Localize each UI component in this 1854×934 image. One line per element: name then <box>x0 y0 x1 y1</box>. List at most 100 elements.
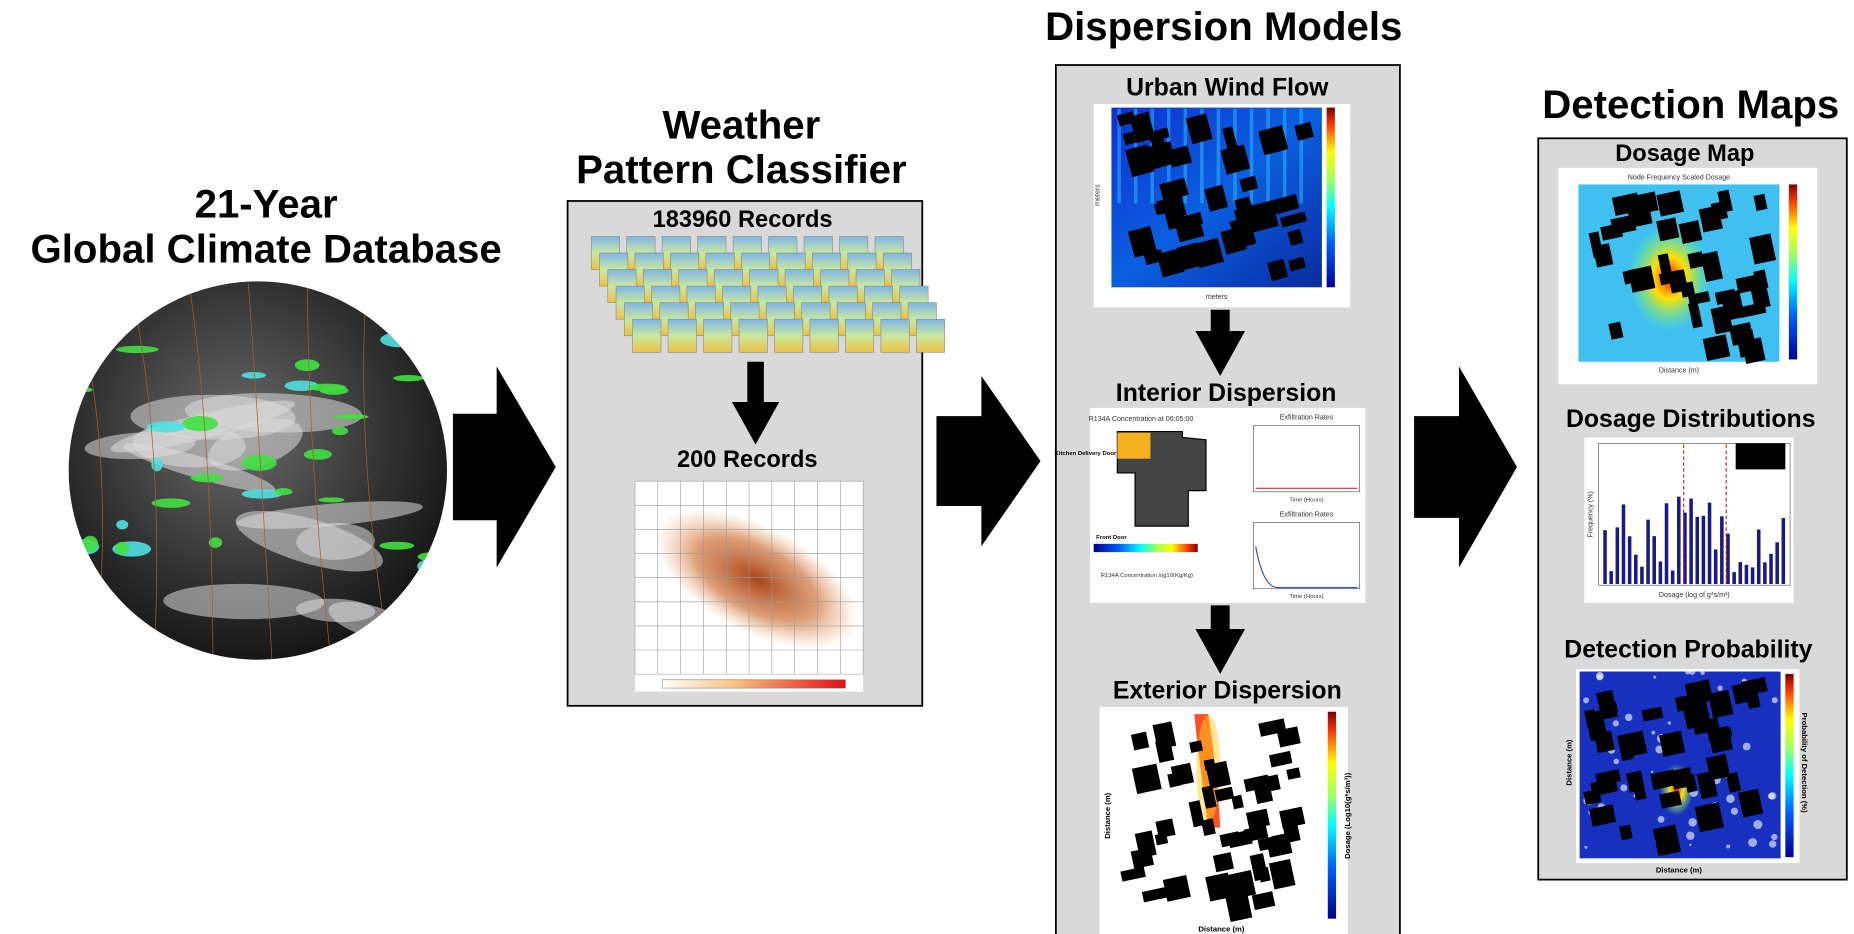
precip <box>318 497 344 502</box>
streak <box>1266 109 1270 204</box>
axis-label: Distance (m) <box>1659 366 1699 374</box>
stage-title: 21-Year <box>195 182 338 227</box>
hist-bar <box>1640 567 1644 584</box>
hist-bar <box>1757 530 1761 585</box>
axis-label: meters <box>1094 184 1102 206</box>
hist-bar <box>1652 536 1656 584</box>
building <box>1703 334 1731 361</box>
legend <box>1736 443 1786 469</box>
panel-title: Dosage Map <box>1615 141 1754 167</box>
speckle <box>1772 697 1778 703</box>
building <box>1628 266 1656 293</box>
hist-bar <box>1745 565 1749 584</box>
streak <box>1283 109 1287 204</box>
plot-title: Exfiltration Rates <box>1280 414 1334 422</box>
colorbar <box>662 680 845 688</box>
diagram: 21-Year Global Climate Database Weather … <box>0 0 1854 934</box>
plot-title: R134A Concentration at 06:05:00 <box>1089 415 1194 423</box>
colorbar <box>1789 184 1797 359</box>
hist-bar <box>1739 562 1743 584</box>
speckle <box>1584 846 1587 849</box>
axis-label: R134A Concentration log10(Kg/Kg) <box>1101 573 1193 579</box>
detection-probability-plot: Distance (m)Distance (m)Probability of D… <box>1564 669 1809 875</box>
hist-bar <box>1782 518 1786 584</box>
speckle <box>1620 784 1627 791</box>
speckle <box>1700 670 1704 674</box>
plot-frame <box>1253 523 1359 589</box>
panel-title: Detection Probability <box>1564 636 1812 663</box>
speckle <box>1689 844 1691 846</box>
hist-bar <box>1671 571 1675 585</box>
hist-bar <box>1677 497 1681 584</box>
arrow <box>453 367 556 568</box>
hist-bar <box>1659 561 1663 584</box>
axis-label: Frequency (%) <box>1587 491 1595 537</box>
arrow <box>1414 367 1517 568</box>
speckle <box>1689 669 1695 675</box>
precip <box>115 542 129 555</box>
plot-title: Exfiltration Rates <box>1280 511 1334 519</box>
building <box>1228 870 1256 899</box>
plot-frame <box>1253 426 1359 492</box>
thumbnail <box>633 319 661 352</box>
panel-title: Interior Dispersion <box>1116 380 1337 407</box>
axis-label: Distance (m) <box>1656 866 1702 875</box>
speckle <box>1625 714 1632 721</box>
annotation: Front Door <box>1096 535 1127 541</box>
precip <box>182 416 218 431</box>
record-thumbnails <box>591 236 945 352</box>
hist-bar <box>1714 549 1718 584</box>
dosage-distribution-plot: Dosage (log of g*s/m³) Frequency (%) <box>1584 437 1793 603</box>
hist-bar <box>1646 520 1650 584</box>
hist-bar <box>1603 530 1607 584</box>
precip <box>380 332 419 347</box>
hist-bar <box>1763 562 1767 584</box>
hist-bar <box>1708 503 1712 584</box>
precip <box>334 414 368 419</box>
speckle <box>1583 697 1589 703</box>
speckle <box>1658 816 1665 823</box>
room <box>1117 433 1150 459</box>
precip <box>393 375 424 381</box>
speckle <box>1717 685 1722 690</box>
thumbnail <box>704 319 732 352</box>
precip <box>274 488 292 495</box>
precip <box>417 559 447 574</box>
colorbar <box>1094 544 1198 552</box>
speckle <box>1731 808 1738 815</box>
precip <box>304 449 332 460</box>
panel-title: Urban Wind Flow <box>1126 75 1329 102</box>
building <box>1679 220 1703 244</box>
page: {"climate_database": {"title": ["21-Year… <box>0 0 1854 934</box>
building <box>1132 764 1162 795</box>
precip <box>379 542 414 550</box>
precip <box>81 387 93 392</box>
thumbnail <box>739 319 767 352</box>
speckle <box>1613 720 1619 726</box>
axis-label: Dosage (Log10(g*s/m³)) <box>1343 772 1352 859</box>
hist-bar <box>1775 542 1779 584</box>
thumbnail <box>810 319 838 352</box>
speckle <box>1726 794 1734 802</box>
thumbnail <box>916 319 944 352</box>
precip <box>307 384 346 392</box>
precip <box>152 498 191 507</box>
thumbnail <box>881 319 909 352</box>
axis-label: meters <box>1206 293 1228 301</box>
classified-records-map <box>633 480 881 692</box>
hist-bar <box>1720 516 1724 584</box>
hist-bar <box>1695 517 1699 584</box>
streak <box>1299 109 1303 204</box>
axis-label: Dosage (log of g*s/m³) <box>1659 591 1730 599</box>
hist-bar <box>1634 555 1638 584</box>
annotation: Kitchen Delivery Door <box>1055 451 1117 457</box>
records-label: 183960 Records <box>653 207 833 233</box>
exterior-dispersion-plot: Distance (m)Distance (m)Dosage (Log10(g*… <box>1100 707 1353 934</box>
thumbnail <box>774 319 802 352</box>
building <box>1656 217 1679 241</box>
colorbar <box>1327 108 1335 288</box>
precip <box>151 458 162 472</box>
speckle <box>1614 759 1619 764</box>
precip <box>116 346 158 353</box>
axis-label: Time (Hours) <box>1289 497 1323 503</box>
